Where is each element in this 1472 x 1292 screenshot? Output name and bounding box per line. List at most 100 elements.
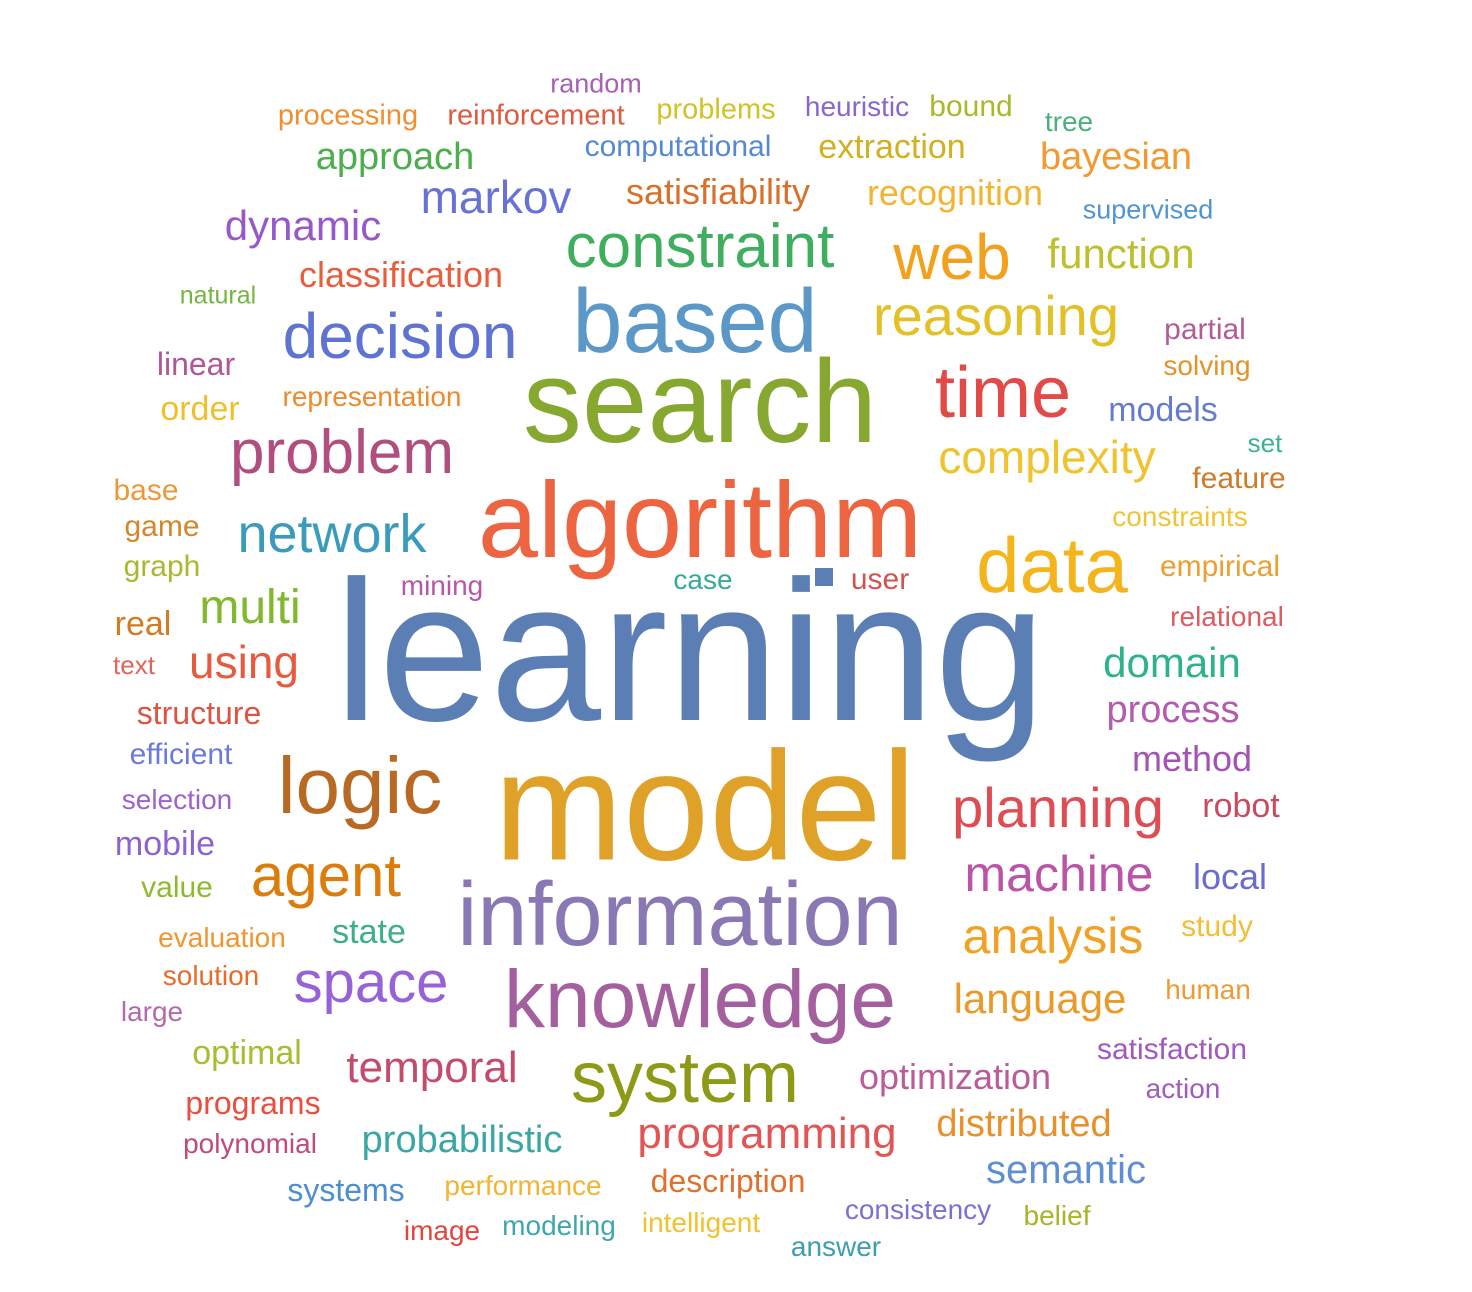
word-constraint: constraint (565, 212, 835, 281)
word-order: order (160, 390, 240, 428)
word-time: time (934, 353, 1072, 433)
word-recognition: recognition (866, 172, 1044, 213)
word-web: web (893, 221, 1011, 293)
word-process: process (1106, 689, 1240, 731)
word-study: study (1181, 910, 1253, 943)
word-decision: decision (282, 300, 518, 372)
word-based: based (572, 272, 818, 372)
word-bound: bound (929, 90, 1013, 123)
word-bayesian: bayesian (1039, 136, 1193, 178)
word-reinforcement: reinforcement (447, 99, 625, 132)
word-algorithm: algorithm (477, 459, 923, 580)
word-analysis: analysis (962, 908, 1144, 964)
word-knowledge: knowledge (503, 954, 897, 1045)
word-linear: linear (156, 346, 236, 382)
word-classification: classification (298, 254, 504, 295)
word-large: large (120, 996, 184, 1027)
word-set: set (1247, 428, 1283, 458)
word-satisfiability: satisfiability (625, 171, 811, 212)
word-heuristic: heuristic (804, 91, 910, 122)
word-relational: relational (1170, 601, 1284, 632)
word-text: text (113, 650, 155, 680)
word-modeling: modeling (502, 1210, 616, 1241)
word-satisfaction: satisfaction (1096, 1033, 1248, 1066)
word-programs: programs (185, 1085, 321, 1121)
word-human: human (1165, 974, 1251, 1005)
word-solving: solving (1163, 350, 1251, 381)
word-intelligent: intelligent (641, 1207, 761, 1238)
word-mobile: mobile (114, 825, 216, 863)
word-performance: performance (444, 1170, 602, 1201)
word-processing: processing (277, 99, 419, 132)
word-optimal: optimal (192, 1034, 302, 1072)
word-natural: natural (179, 281, 257, 310)
square-marker (815, 568, 833, 586)
word-information: information (457, 865, 903, 965)
word-learning: learning (334, 540, 1046, 763)
word-language: language (953, 975, 1127, 1022)
word-robot: robot (1202, 787, 1280, 825)
word-optimization: optimization (858, 1056, 1052, 1097)
word-systems: systems (287, 1172, 405, 1208)
word-efficient: efficient (129, 738, 233, 771)
word-representation: representation (282, 381, 462, 412)
word-tree: tree (1044, 106, 1094, 137)
word-computational: computational (584, 130, 772, 163)
word-selection: selection (121, 784, 233, 815)
word-data: data (976, 521, 1128, 609)
word-method: method (1131, 738, 1253, 779)
word-constraints: constraints (1112, 501, 1248, 532)
word-game: game (124, 510, 200, 543)
word-solution: solution (162, 960, 260, 991)
word-function: function (1047, 230, 1195, 277)
word-machine: machine (964, 846, 1154, 902)
word-using: using (189, 636, 299, 688)
word-space: space (293, 950, 449, 1015)
word-empirical: empirical (1159, 550, 1281, 583)
word-logic: logic (277, 741, 443, 830)
word-local: local (1192, 856, 1268, 897)
word-polynomial: polynomial (183, 1128, 317, 1159)
word-system: system (570, 1038, 800, 1118)
word-evaluation: evaluation (158, 922, 286, 953)
word-programming: programming (637, 1109, 897, 1158)
word-extraction: extraction (818, 128, 966, 166)
word-distributed: distributed (936, 1103, 1112, 1145)
word-problem: problem (230, 418, 454, 487)
word-problems: problems (656, 93, 776, 126)
word-random: random (550, 68, 642, 99)
word-reasoning: reasoning (873, 284, 1119, 347)
word-description: description (650, 1163, 806, 1199)
word-supervised: supervised (1082, 194, 1214, 225)
word-answer: answer (790, 1231, 882, 1262)
word-base: base (113, 474, 179, 507)
word-mining: mining (400, 570, 484, 601)
word-model: model (493, 719, 917, 893)
word-state: state (332, 913, 406, 951)
word-semantic: semantic (985, 1148, 1147, 1192)
word-planning: planning (952, 776, 1164, 839)
word-real: real (114, 605, 172, 643)
word-temporal: temporal (346, 1043, 518, 1092)
word-image: image (403, 1215, 481, 1246)
word-feature: feature (1192, 462, 1286, 495)
word-user: user (850, 563, 910, 596)
word-dynamic: dynamic (224, 202, 382, 249)
word-markov: markov (420, 171, 572, 223)
word-case: case (673, 564, 733, 595)
word-graph: graph (123, 550, 201, 583)
word-domain: domain (1103, 639, 1241, 686)
word-value: value (141, 871, 213, 904)
word-models: models (1108, 391, 1218, 429)
word-partial: partial (1164, 313, 1246, 346)
word-network: network (237, 504, 427, 564)
word-agent: agent (250, 842, 402, 909)
word-multi: multi (199, 581, 301, 634)
word-probabilistic: probabilistic (361, 1119, 563, 1161)
word-action: action (1145, 1073, 1221, 1104)
word-consistency: consistency (844, 1194, 992, 1225)
word-belief: belief (1023, 1200, 1091, 1231)
word-search: search (522, 336, 878, 468)
word-complexity: complexity (938, 431, 1156, 483)
